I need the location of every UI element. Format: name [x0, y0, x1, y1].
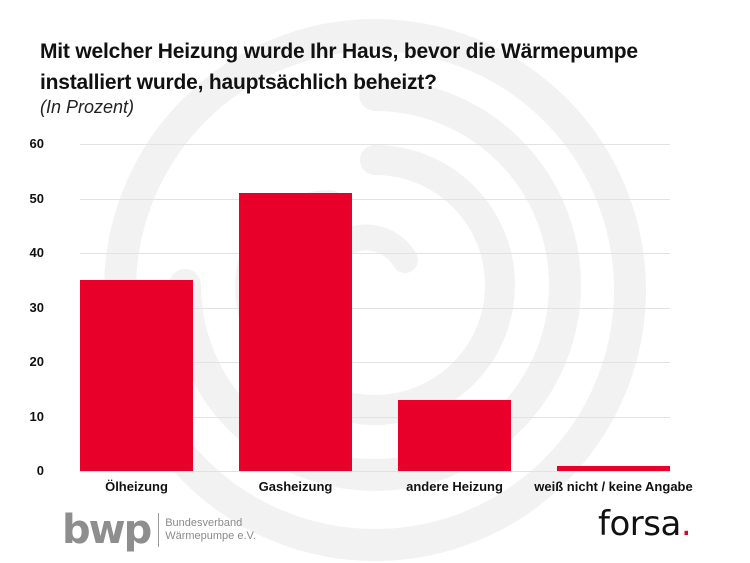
- gridline: [80, 362, 670, 363]
- gridline: [80, 417, 670, 418]
- y-tick-label: 60: [29, 136, 44, 151]
- forsa-logo: forsa.: [598, 504, 692, 544]
- gridline: [80, 308, 670, 309]
- y-tick-label: 30: [29, 300, 44, 315]
- gridline: [80, 471, 670, 472]
- x-category-label: weiß nicht / keine Angabe: [534, 479, 693, 494]
- bwp-logo: bwp Bundesverband Wärmepumpe e.V.: [62, 510, 256, 550]
- chart-title: Mit welcher Heizung wurde Ihr Haus, bevo…: [40, 40, 638, 94]
- bar: [557, 466, 670, 471]
- bwp-line2: Wärmepumpe e.V.: [165, 530, 256, 542]
- x-category-label: andere Heizung: [406, 479, 503, 494]
- bwp-logo-mark: bwp: [62, 507, 152, 553]
- chart-subtitle: (In Prozent): [40, 97, 135, 117]
- gridline: [80, 199, 670, 200]
- bar: [398, 400, 511, 471]
- gridline: [80, 144, 670, 145]
- bar: [80, 280, 193, 471]
- y-tick-label: 0: [36, 463, 44, 478]
- bwp-logo-divider: [158, 513, 160, 547]
- gridline: [80, 253, 670, 254]
- x-category-label: Gasheizung: [258, 479, 333, 494]
- y-tick-label: 50: [29, 191, 44, 206]
- y-tick-label: 10: [29, 409, 44, 424]
- y-tick-label: 20: [29, 354, 44, 369]
- y-tick-label: 40: [29, 245, 44, 260]
- bwp-logo-text: Bundesverband Wärmepumpe e.V.: [165, 517, 256, 543]
- forsa-logo-dot: .: [680, 504, 692, 544]
- bwp-line1: Bundesverband: [165, 517, 243, 529]
- x-category-label: Ölheizung: [105, 479, 168, 494]
- bar: [239, 193, 352, 471]
- forsa-logo-text: forsa: [598, 504, 681, 544]
